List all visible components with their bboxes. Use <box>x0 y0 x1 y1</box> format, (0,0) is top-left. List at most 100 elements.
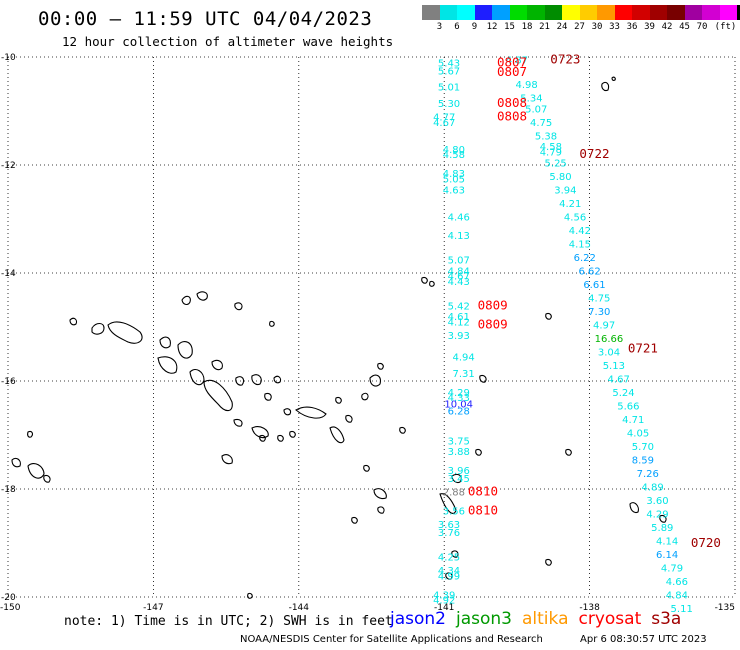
swh-value: 4.84 <box>666 590 688 601</box>
island-outline <box>629 502 639 514</box>
footer-note: note: 1) Time is in UTC; 2) SWH is in fe… <box>64 614 393 629</box>
island-outline <box>369 374 381 387</box>
swh-value: 6.62 <box>578 266 600 277</box>
x-tick-label: -135 <box>715 603 735 613</box>
island-outline <box>295 406 327 419</box>
color-scale-label: 24 <box>556 22 568 32</box>
swh-value: 3.63 <box>438 520 460 531</box>
pass-time-label: 0720 <box>691 535 721 550</box>
island-outline <box>221 454 233 465</box>
y-tick-label: -10 <box>1 53 16 63</box>
x-tick-label: -144 <box>289 603 310 613</box>
island-outline <box>157 356 178 374</box>
map-title: 00:00 – 11:59 UTC 04/04/2023 <box>38 8 373 30</box>
swh-value: 3.94 <box>554 185 576 196</box>
color-swatch <box>527 5 545 20</box>
swh-value: 2.88 <box>443 488 465 499</box>
pass-time-label: 0810 <box>468 484 498 499</box>
island-outline <box>69 317 78 326</box>
island-outline <box>189 369 205 386</box>
swh-value: 4.75 <box>530 118 552 129</box>
pass-time-label: 0808 <box>497 108 527 123</box>
island-outline <box>27 463 45 479</box>
swh-value: 4.56 <box>564 212 586 223</box>
color-scale-label: 30 <box>591 22 603 32</box>
color-swatch <box>667 5 685 20</box>
swh-value: 7.31 <box>452 369 474 380</box>
island-outline <box>429 280 435 287</box>
island-outline <box>451 473 462 484</box>
island-outline <box>289 430 296 438</box>
island-outline <box>43 474 51 483</box>
swh-value: 4.77 <box>433 112 455 123</box>
legend-entry-s3a: s3a <box>651 609 682 629</box>
color-scale-label: 12 <box>486 22 498 32</box>
x-tick-label: -138 <box>579 603 600 613</box>
island-outlines <box>11 76 667 599</box>
island-outline <box>27 430 33 438</box>
island-outline <box>233 418 243 427</box>
color-swatch <box>632 5 650 20</box>
island-outline <box>269 320 275 327</box>
pass-time-label: 0723 <box>550 52 580 67</box>
swh-value: 4.94 <box>452 353 474 364</box>
island-outline <box>159 336 171 349</box>
swh-value: 6.61 <box>583 280 605 291</box>
color-scale-label: 36 <box>626 22 638 32</box>
pass-time-label: 0807 <box>497 54 527 69</box>
color-scale-label: 18 <box>521 22 533 32</box>
swh-value: 3.96 <box>448 466 470 477</box>
island-outline <box>329 426 345 444</box>
x-tick-label: -147 <box>143 603 163 613</box>
swh-value: 5.70 <box>632 442 654 453</box>
island-outline <box>445 572 453 580</box>
color-scale-label: 15 <box>504 22 515 32</box>
swh-value: 5.05 <box>443 175 465 186</box>
x-tick-label: -141 <box>434 603 454 613</box>
swh-value: 4.67 <box>433 118 455 129</box>
swh-value: 4.83 <box>443 169 465 180</box>
y-tick-label: -16 <box>1 377 16 387</box>
swh-value: 4.84 <box>448 266 470 277</box>
island-outline <box>335 396 342 404</box>
swh-value: 5.24 <box>612 388 634 399</box>
y-tick-label: -18 <box>1 485 16 495</box>
color-swatch <box>649 5 667 20</box>
swh-value: 4.58 <box>443 150 465 161</box>
island-outline <box>251 374 262 386</box>
swh-value: 10.04 <box>444 400 473 411</box>
color-swatch <box>614 5 632 20</box>
swh-value: 5.80 <box>549 172 571 183</box>
swh-value: 8.59 <box>632 455 654 466</box>
graticule <box>7 56 736 598</box>
legend-entry-jason2: jason2 <box>390 609 446 629</box>
color-scale-label: 33 <box>609 22 620 32</box>
swh-value: 4.75 <box>588 293 610 304</box>
island-outline <box>611 76 616 81</box>
x-tick-label: -150 <box>0 603 21 613</box>
y-tick-label: -12 <box>1 161 16 171</box>
generated-timestamp: Apr 6 08:30:57 UTC 2023 <box>580 634 707 645</box>
swh-value: 4.46 <box>448 212 470 223</box>
axis-ticks: -150 -147 -144 -141 -138 -135 -10 -12 -14 -16 -18 -… <box>0 53 735 613</box>
island-outline <box>377 506 385 514</box>
swh-value: 3.56 <box>443 507 465 518</box>
island-outline <box>545 312 552 320</box>
swh-value: 5.34 <box>520 94 542 105</box>
swh-value: 4.92 <box>433 596 455 607</box>
color-scale-label: 42 <box>661 22 673 32</box>
swh-value: 4.61 <box>448 312 470 323</box>
swh-value: 5.13 <box>603 361 625 372</box>
color-swatch <box>719 5 737 20</box>
island-outline <box>277 434 284 442</box>
island-outline <box>234 302 243 311</box>
swh-value: 3.76 <box>438 528 460 539</box>
color-scale-label: 70 <box>696 22 708 32</box>
swh-value: 4.05 <box>627 428 649 439</box>
island-outline <box>273 375 282 384</box>
pass-time-label: 0809 <box>478 297 508 312</box>
swh-value: 5.43 <box>438 58 460 69</box>
swh-value: 3.88 <box>448 447 470 458</box>
swh-value: 4.14 <box>656 536 678 547</box>
